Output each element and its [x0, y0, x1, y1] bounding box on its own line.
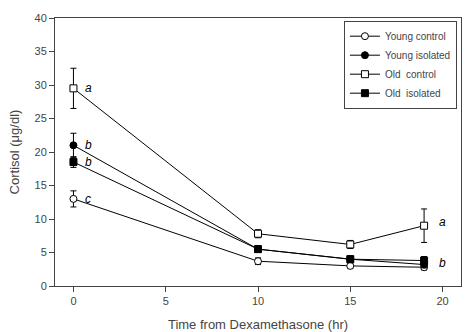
svg-text:Old isolated: Old isolated [385, 88, 441, 99]
svg-text:Young control: Young control [385, 31, 446, 42]
svg-text:b: b [85, 155, 92, 169]
svg-text:10: 10 [35, 213, 47, 225]
svg-text:20: 20 [436, 295, 448, 307]
svg-text:Old control: Old control [385, 69, 436, 80]
svg-text:0: 0 [70, 295, 76, 307]
svg-text:c: c [85, 192, 91, 206]
svg-text:b: b [439, 256, 446, 270]
svg-text:40: 40 [35, 12, 47, 24]
svg-text:15: 15 [35, 179, 47, 191]
svg-text:35: 35 [35, 45, 47, 57]
svg-text:b: b [85, 138, 92, 152]
svg-text:0: 0 [41, 280, 47, 292]
svg-text:15: 15 [344, 295, 356, 307]
svg-text:a: a [439, 215, 446, 229]
svg-text:25: 25 [35, 112, 47, 124]
svg-text:Young isolated: Young isolated [385, 50, 450, 61]
svg-text:a: a [85, 81, 92, 95]
svg-text:5: 5 [163, 295, 169, 307]
svg-text:30: 30 [35, 79, 47, 91]
svg-text:Time from Dexamethasone (hr): Time from Dexamethasone (hr) [168, 317, 348, 332]
svg-text:10: 10 [252, 295, 264, 307]
svg-text:5: 5 [41, 246, 47, 258]
svg-text:Cortisol (μg/dl): Cortisol (μg/dl) [7, 110, 22, 195]
svg-text:20: 20 [35, 146, 47, 158]
